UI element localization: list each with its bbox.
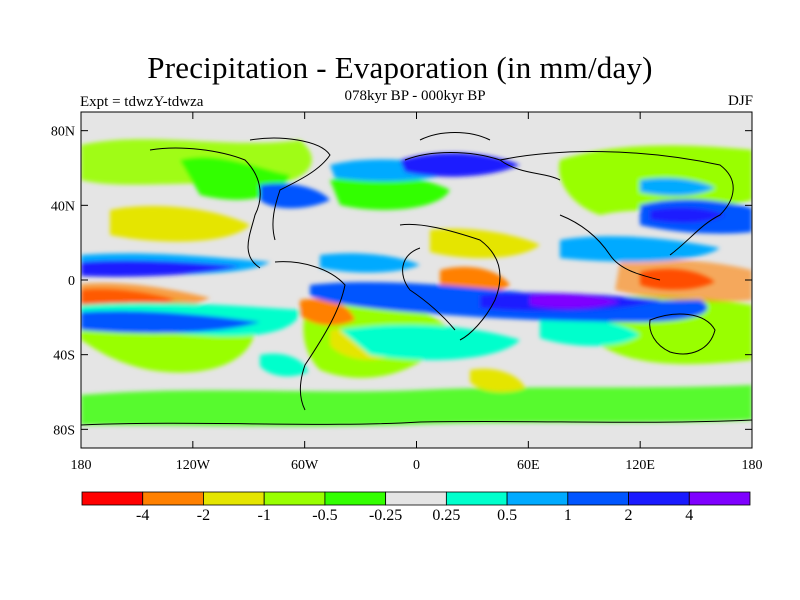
colorbar-label: -1: [257, 507, 271, 524]
colorbar-swatch: [567, 491, 629, 506]
colorbar-label: -2: [196, 507, 211, 524]
colorbar: [81, 491, 751, 506]
field-patch: [110, 205, 250, 242]
lon-tick-label: 60E: [517, 458, 540, 473]
lon-tick-label: 180: [742, 458, 763, 473]
colorbar-swatch: [385, 491, 447, 506]
field-patch: [260, 353, 308, 377]
colorbar-label: -0.5: [312, 507, 338, 524]
lon-tick-label: 60W: [291, 458, 319, 473]
coastline: [249, 137, 331, 241]
coastlines: [81, 132, 752, 426]
field-patch: [400, 152, 520, 177]
lat-tick-label: 40N: [51, 199, 75, 214]
field-patch: [530, 294, 620, 309]
field-patch: [615, 259, 752, 302]
coastline: [274, 261, 346, 411]
coastline: [499, 151, 734, 256]
colorbar-swatch: [628, 491, 690, 506]
colorbar-label: 1: [563, 507, 572, 524]
coastline: [399, 223, 501, 341]
field-patch: [430, 228, 540, 259]
lat-tick-label: 40S: [53, 349, 75, 364]
colorbar-label: 4: [685, 507, 694, 524]
field-patch: [81, 385, 752, 427]
lat-tick-label: 80S: [53, 423, 75, 438]
colorbar-swatch: [81, 491, 144, 506]
coastline: [404, 152, 561, 181]
colorbar-swatch: [142, 491, 204, 506]
longitude-axis: 180 120W 60W 0 60E 120E 180: [71, 112, 763, 473]
colorbar-swatch: [688, 491, 751, 506]
colorbar-swatch: [203, 491, 265, 506]
field-patch: [260, 183, 330, 209]
lon-tick-label: 0: [413, 458, 420, 473]
colorbar-swatch: [324, 491, 387, 506]
season-label: DJF: [727, 93, 753, 109]
lon-tick-label: 180: [71, 458, 92, 473]
field-patch: [470, 368, 525, 392]
lon-tick-label: 120E: [625, 458, 655, 473]
lon-tick-label: 120W: [176, 458, 211, 473]
colorbar-label: 2: [624, 507, 633, 524]
coastline: [81, 419, 752, 426]
field-patch: [320, 253, 420, 273]
field-patch: [81, 310, 260, 334]
coastline: [649, 313, 716, 355]
field-patch: [640, 177, 715, 196]
colorbar-swatch: [445, 491, 508, 506]
colorbar-label: -0.25: [368, 507, 403, 524]
colorbar-label: 0.25: [432, 507, 461, 524]
field-layer: [81, 139, 752, 427]
field-patch: [540, 318, 640, 346]
lat-tick-label: 80N: [51, 125, 75, 140]
page-title: Precipitation - Evaporation (in mm/day): [147, 50, 653, 85]
coastline: [419, 132, 491, 141]
colorbar-label: -4: [136, 507, 150, 524]
coastline: [149, 147, 261, 269]
colorbar-swatch: [506, 491, 569, 506]
latitude-axis: 80N 40N 0 40S 80S: [51, 125, 752, 438]
field-patch: [340, 324, 520, 360]
colorbar-swatch: [263, 491, 326, 506]
experiment-label: Expt = tdwzY-tdwza: [80, 94, 204, 110]
page-subtitle: 078kyr BP - 000kyr BP: [344, 88, 486, 104]
coastline: [559, 214, 661, 281]
field-patch: [300, 298, 355, 326]
field-patch: [330, 174, 450, 210]
field-patch: [81, 260, 240, 277]
lat-tick-label: 0: [68, 274, 75, 289]
colorbar-label: 0.5: [497, 507, 518, 524]
coastline: [402, 247, 456, 331]
field-patch: [650, 207, 725, 223]
